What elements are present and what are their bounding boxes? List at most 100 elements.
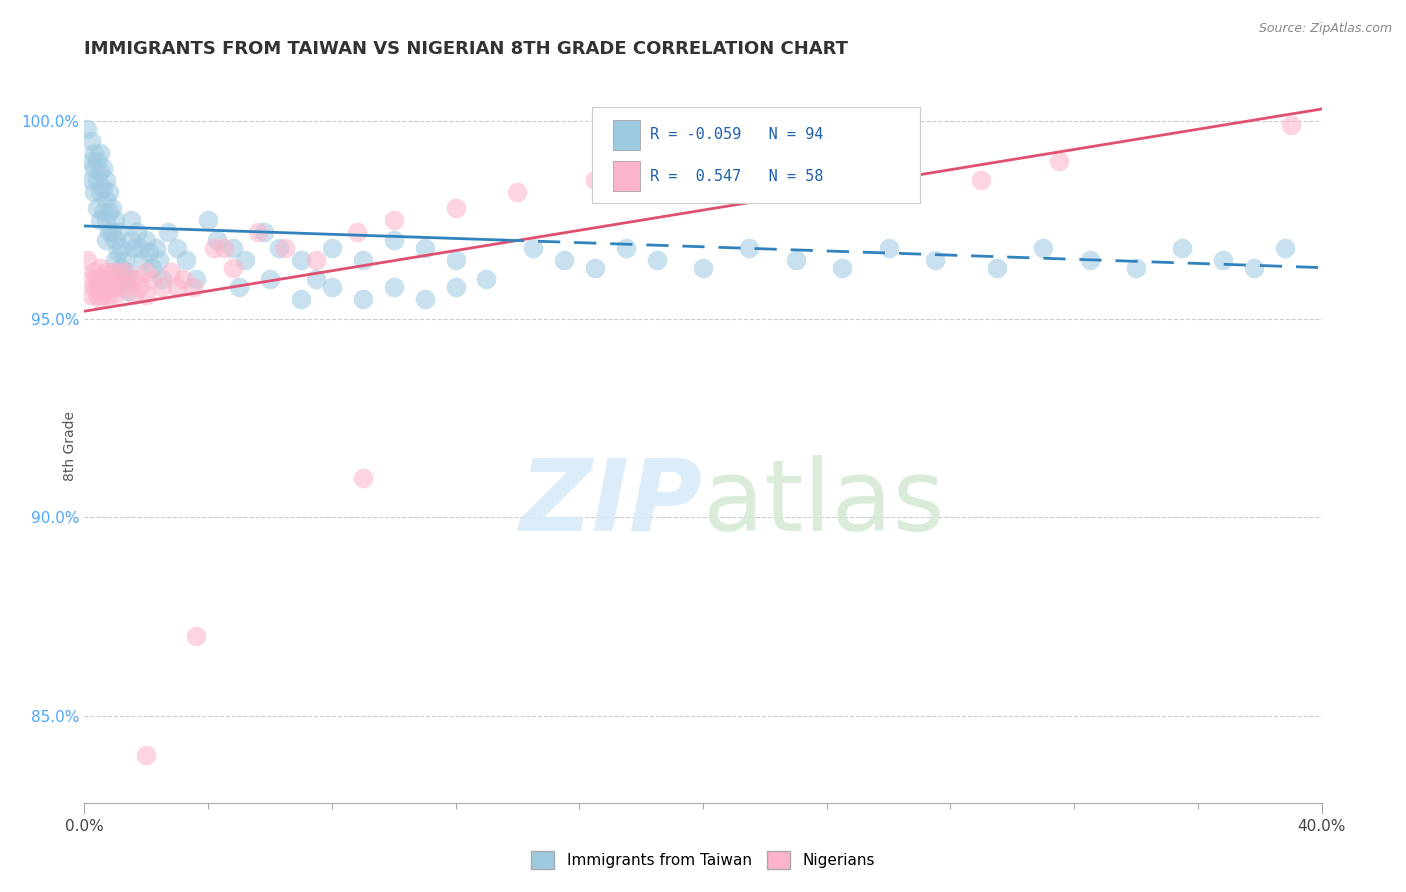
Point: [91, 288, 114, 302]
Point: [107, 264, 129, 278]
Point: [352, 471, 374, 485]
Point: [138, 244, 160, 259]
Point: [305, 252, 328, 267]
Point: [98, 225, 121, 239]
Point: [125, 272, 148, 286]
Point: [125, 225, 148, 239]
Point: [274, 241, 297, 255]
Point: [114, 264, 136, 278]
FancyBboxPatch shape: [613, 161, 640, 191]
Point: [141, 272, 163, 286]
Text: Source: ZipAtlas.com: Source: ZipAtlas.com: [1258, 22, 1392, 36]
Point: [150, 280, 173, 294]
Point: [104, 233, 127, 247]
FancyBboxPatch shape: [613, 120, 640, 150]
Point: [222, 241, 245, 255]
Point: [222, 260, 245, 275]
Point: [101, 225, 124, 239]
Point: [145, 241, 167, 255]
Point: [98, 205, 121, 219]
Point: [156, 225, 179, 239]
Point: [212, 241, 235, 255]
Point: [160, 264, 183, 278]
Point: [382, 213, 405, 227]
Point: [382, 233, 405, 247]
Point: [166, 241, 188, 255]
Point: [181, 280, 204, 294]
Point: [506, 186, 529, 200]
Point: [661, 161, 683, 176]
Point: [79, 272, 101, 286]
Point: [120, 272, 142, 286]
Point: [290, 293, 312, 307]
Point: [150, 272, 173, 286]
Point: [413, 241, 436, 255]
Point: [184, 272, 207, 286]
Point: [785, 252, 807, 267]
Point: [89, 280, 111, 294]
Point: [1032, 241, 1054, 255]
Point: [305, 272, 328, 286]
Point: [259, 272, 281, 286]
Point: [321, 280, 343, 294]
Point: [583, 260, 606, 275]
Point: [86, 272, 108, 286]
Point: [94, 264, 117, 278]
Point: [132, 252, 155, 267]
Point: [91, 272, 114, 286]
Point: [197, 213, 219, 227]
Point: [246, 225, 269, 239]
Point: [172, 272, 194, 286]
Point: [970, 173, 993, 187]
Point: [290, 252, 312, 267]
Point: [76, 252, 98, 267]
Point: [86, 173, 108, 187]
Point: [86, 288, 108, 302]
Point: [83, 280, 105, 294]
Y-axis label: 8th Grade: 8th Grade: [63, 411, 77, 481]
Text: R = -0.059   N = 94: R = -0.059 N = 94: [650, 127, 823, 142]
Point: [114, 252, 136, 267]
Point: [83, 161, 105, 176]
Point: [1274, 241, 1296, 255]
Point: [79, 173, 101, 187]
Point: [583, 173, 606, 187]
Point: [413, 293, 436, 307]
Point: [120, 233, 142, 247]
Point: [83, 145, 105, 160]
Point: [176, 252, 198, 267]
Point: [94, 280, 117, 294]
Point: [79, 153, 101, 168]
Point: [129, 241, 152, 255]
Point: [553, 252, 575, 267]
Point: [83, 186, 105, 200]
Point: [107, 244, 129, 259]
Point: [129, 280, 152, 294]
Point: [79, 288, 101, 302]
Text: R =  0.547   N = 58: R = 0.547 N = 58: [650, 169, 823, 184]
Point: [135, 264, 157, 278]
Point: [94, 213, 117, 227]
Point: [233, 252, 256, 267]
Point: [101, 264, 124, 278]
Point: [110, 260, 132, 275]
Point: [444, 280, 467, 294]
Point: [104, 213, 127, 227]
Point: [1279, 118, 1302, 132]
Point: [184, 629, 207, 643]
Point: [893, 161, 915, 176]
Point: [98, 186, 121, 200]
Point: [110, 241, 132, 255]
Point: [444, 252, 467, 267]
Point: [104, 280, 127, 294]
Point: [101, 280, 124, 294]
Point: [986, 260, 1008, 275]
Text: IMMIGRANTS FROM TAIWAN VS NIGERIAN 8TH GRADE CORRELATION CHART: IMMIGRANTS FROM TAIWAN VS NIGERIAN 8TH G…: [84, 40, 848, 58]
Point: [94, 233, 117, 247]
Point: [166, 280, 188, 294]
Point: [738, 153, 761, 168]
Point: [924, 252, 946, 267]
Point: [1047, 153, 1070, 168]
Point: [135, 748, 157, 763]
FancyBboxPatch shape: [592, 107, 920, 203]
